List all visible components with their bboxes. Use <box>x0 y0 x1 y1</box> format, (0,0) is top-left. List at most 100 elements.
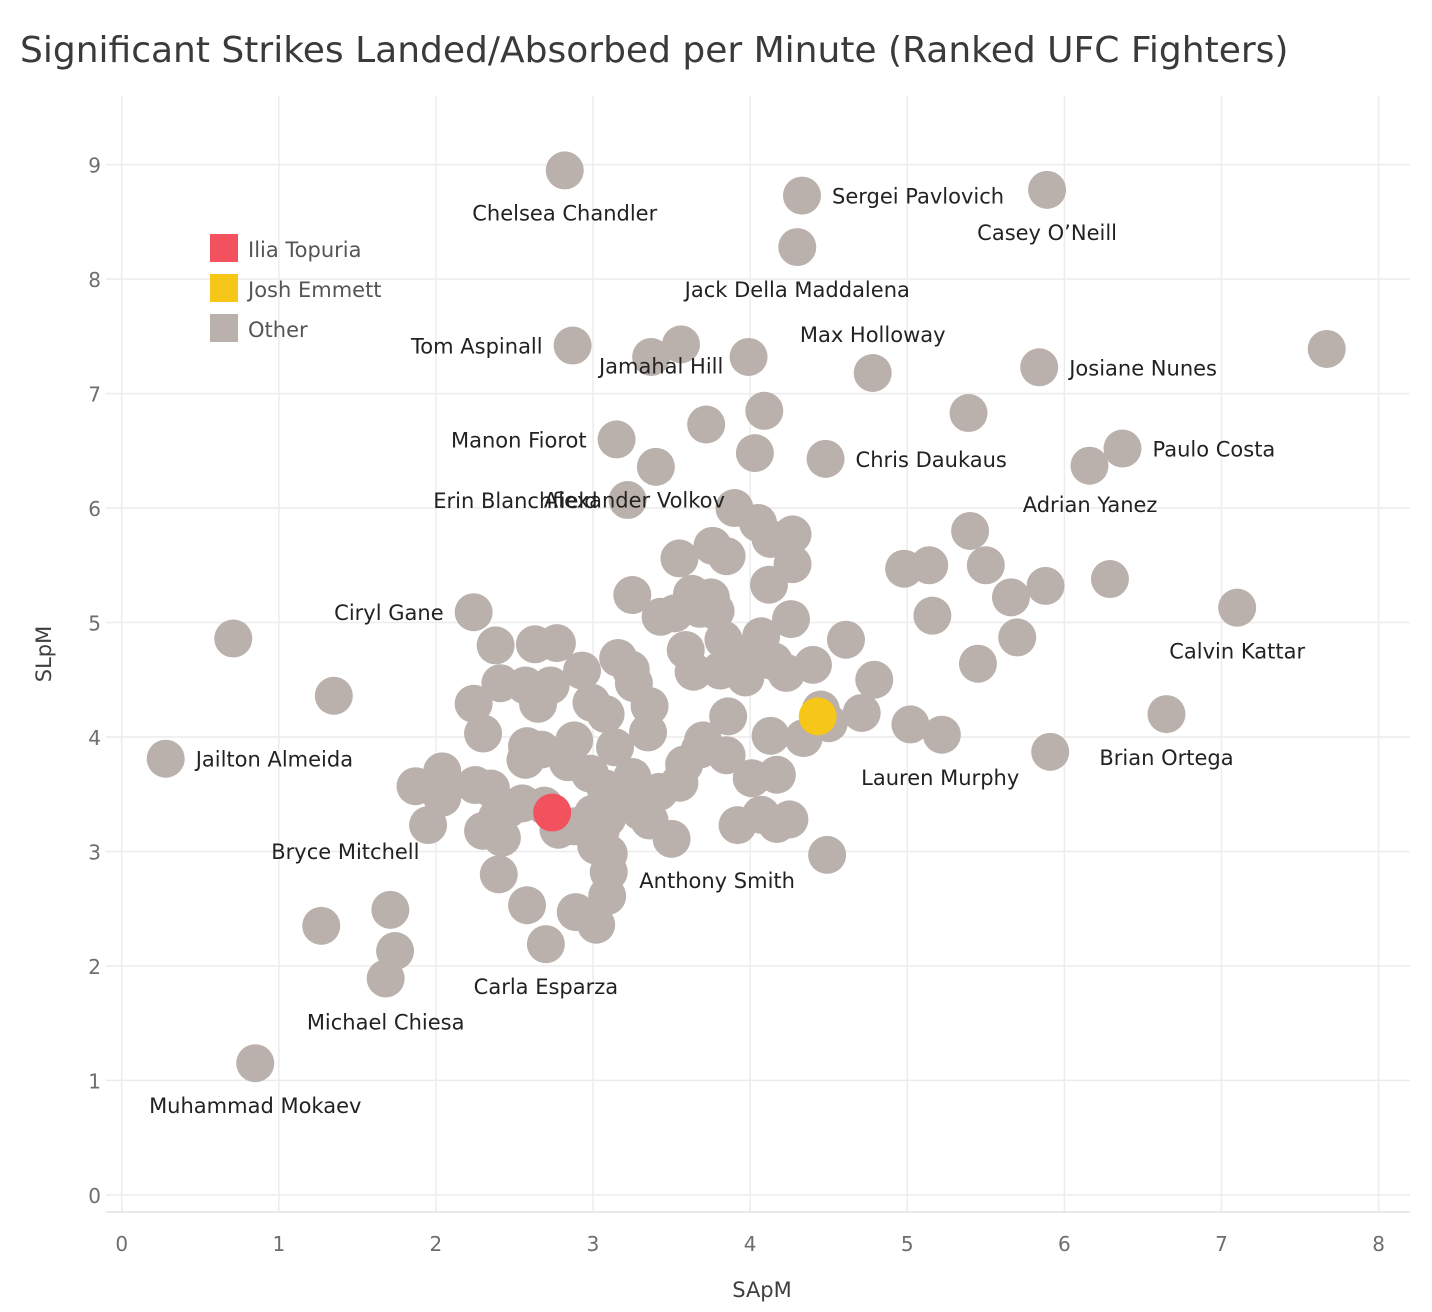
point-other <box>371 890 410 929</box>
x-tick-label: 0 <box>115 1232 128 1256</box>
point-other <box>842 693 881 732</box>
point-other <box>563 651 602 690</box>
point-other <box>1031 732 1070 771</box>
point-other <box>726 658 765 697</box>
y-axis-label: SLpM <box>32 626 56 682</box>
point-other <box>707 537 746 576</box>
point-other <box>409 806 448 845</box>
point-other <box>674 652 713 691</box>
point-other <box>782 176 821 215</box>
point-other <box>745 391 784 430</box>
y-tick-label: 7 <box>88 383 101 407</box>
point-other <box>735 434 774 473</box>
point-label: Carla Esparza <box>474 975 618 999</box>
point-other <box>537 624 576 663</box>
point-other <box>1020 348 1059 387</box>
point-label: Lauren Murphy <box>861 766 1019 790</box>
x-axis-label: SApM <box>732 1278 792 1302</box>
point-other <box>853 353 892 392</box>
point-other <box>913 596 952 635</box>
point-label: Jailton Almeida <box>194 748 353 772</box>
point-other <box>808 835 847 874</box>
point-other <box>806 439 845 478</box>
point-other <box>662 325 701 364</box>
point-label: Jack Della Maddalena <box>683 278 910 302</box>
y-tick-label: 8 <box>88 268 101 292</box>
point-other <box>236 1044 275 1083</box>
point-other <box>958 644 997 683</box>
point-label: Paulo Costa <box>1152 438 1275 462</box>
point-other <box>629 713 668 752</box>
point-label: Erin Blanchfield <box>433 489 597 513</box>
point-other <box>709 697 748 736</box>
point-other <box>454 593 493 632</box>
point-other <box>751 716 790 755</box>
legend-entry-label: Other <box>248 318 308 342</box>
point-other <box>586 695 625 734</box>
y-tick-label: 6 <box>88 497 101 521</box>
point-other <box>729 337 768 376</box>
y-tick-label: 1 <box>88 1069 101 1093</box>
point-label: Alexander Volkov <box>544 488 725 512</box>
point-josh-emmett <box>798 697 837 736</box>
point-label: Brian Ortega <box>1099 746 1233 770</box>
point-label: Chelsea Chandler <box>472 201 657 225</box>
point-ilia-topuria <box>533 793 572 832</box>
y-tick-label: 0 <box>88 1184 101 1208</box>
point-other <box>991 578 1030 617</box>
x-tick-label: 2 <box>430 1232 443 1256</box>
point-label: Sergei Pavlovich <box>832 185 1004 209</box>
point-other <box>749 565 788 604</box>
point-other <box>732 759 771 798</box>
point-label: Josiane Nunes <box>1067 356 1217 380</box>
x-axis-ticks: 0 1 2 3 4 5 6 7 8 <box>115 1232 1385 1256</box>
point-other <box>718 806 757 845</box>
point-other <box>608 481 647 520</box>
point-other <box>652 819 691 858</box>
point-other <box>1026 566 1065 605</box>
point-label: Muhammad Mokaev <box>149 1094 361 1118</box>
x-tick-label: 3 <box>587 1232 600 1256</box>
point-other <box>778 228 817 267</box>
y-tick-label: 3 <box>88 840 101 864</box>
legend-swatch <box>210 314 238 342</box>
y-tick-label: 2 <box>88 955 101 979</box>
point-other <box>519 684 558 723</box>
point-other <box>1103 429 1142 468</box>
point-other <box>826 620 865 659</box>
point-other <box>366 959 405 998</box>
point-other <box>553 326 592 365</box>
point-other <box>696 592 735 631</box>
point-other <box>1147 695 1186 734</box>
point-other <box>773 515 812 554</box>
legend-entry-label: Josh Emmett <box>246 278 382 302</box>
point-other <box>632 337 671 376</box>
point-other <box>1090 560 1129 599</box>
point-other <box>922 715 961 754</box>
point-other <box>1307 329 1346 368</box>
x-tick-label: 4 <box>744 1232 757 1256</box>
point-label: Casey O’Neill <box>977 221 1117 245</box>
point-other <box>597 420 636 459</box>
point-other <box>636 447 675 486</box>
point-other <box>454 684 493 723</box>
point-other <box>146 739 185 778</box>
point-other <box>1218 588 1257 627</box>
y-axis-ticks: 0 1 2 3 4 5 6 7 8 9 <box>88 154 101 1208</box>
point-label: Max Holloway <box>800 323 946 347</box>
point-other <box>596 728 635 767</box>
point-other <box>855 660 894 699</box>
point-label: Calvin Kattar <box>1169 640 1305 664</box>
legend-entry-label: Ilia Topuria <box>248 238 362 262</box>
point-label: Anthony Smith <box>639 869 795 893</box>
point-other <box>588 877 627 916</box>
legend: Ilia Topuria Josh Emmett Other <box>210 234 382 342</box>
point-other <box>545 151 584 190</box>
point-other <box>214 619 253 658</box>
x-tick-label: 6 <box>1058 1232 1071 1256</box>
point-other <box>951 511 990 550</box>
point-other <box>526 925 565 964</box>
point-other <box>476 626 515 665</box>
point-label: Ciryl Gane <box>334 601 443 625</box>
